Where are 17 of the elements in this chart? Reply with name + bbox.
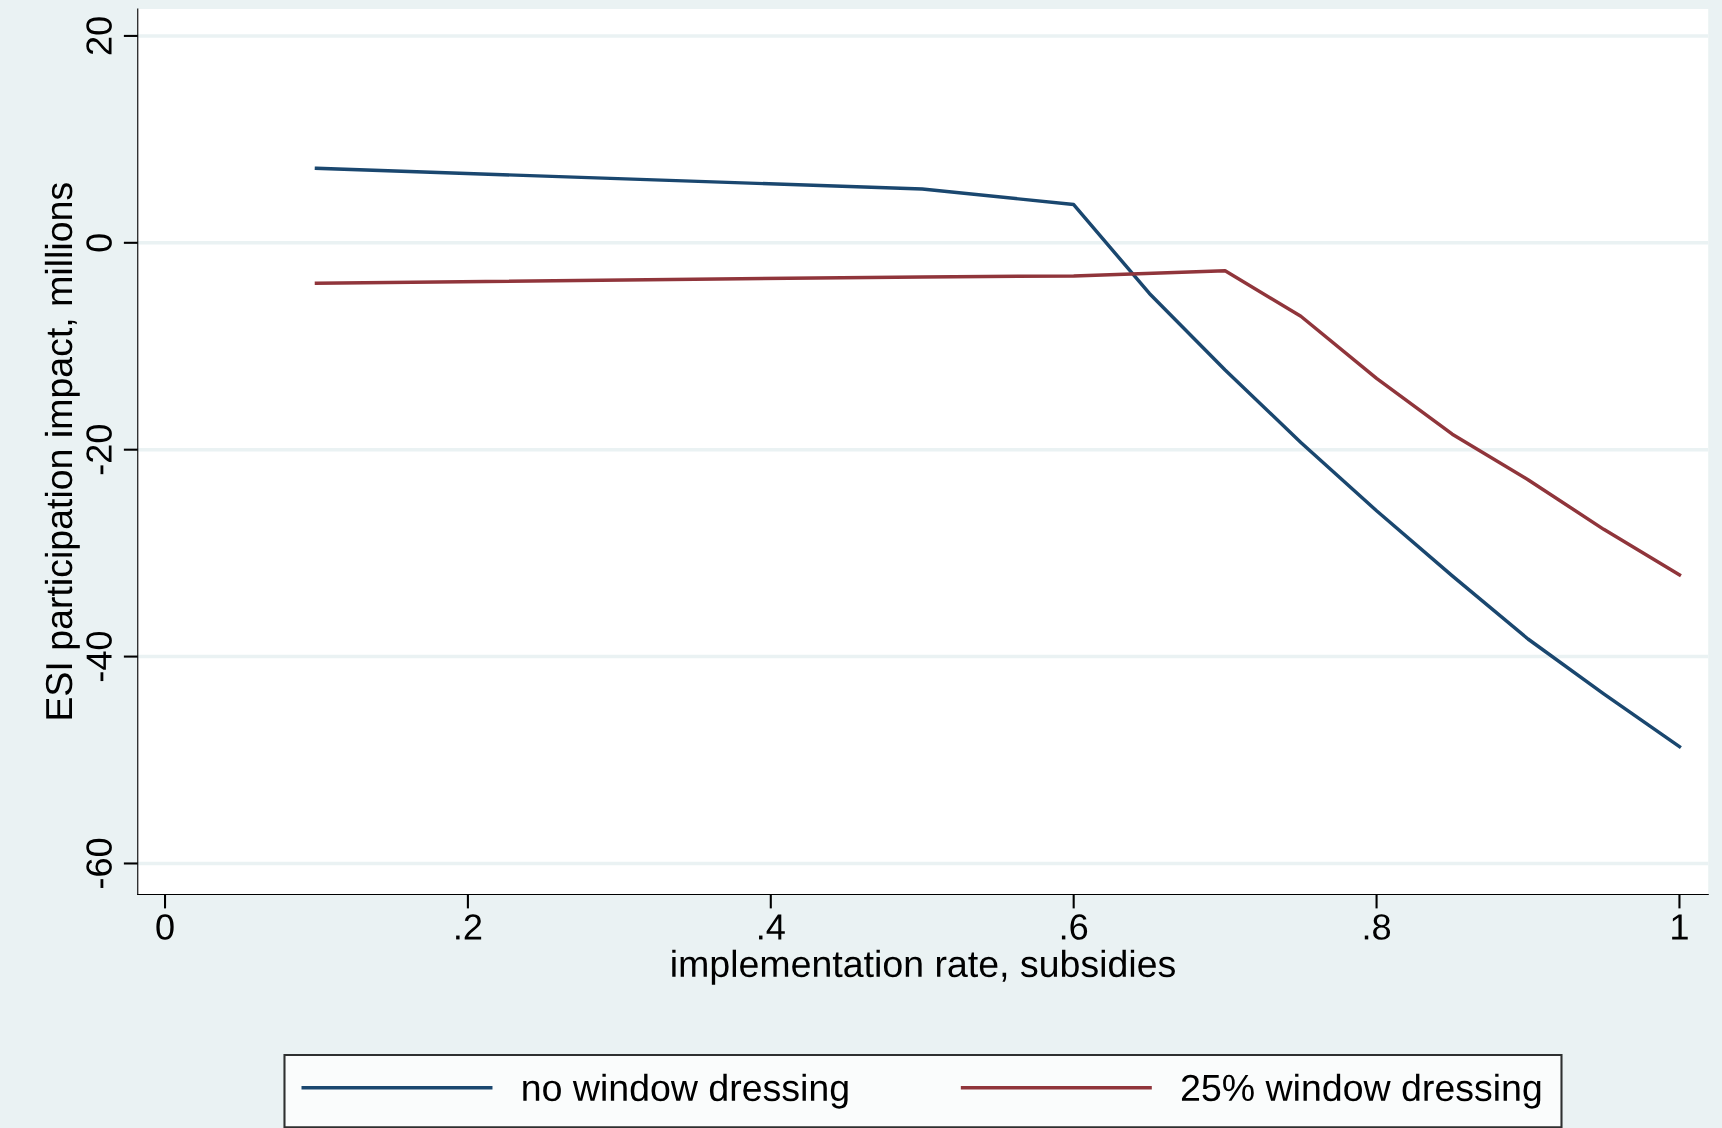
legend-label: no window dressing — [523, 1073, 848, 1109]
line-series — [314, 166, 1682, 749]
x-tick-label: .2 — [456, 914, 482, 940]
y-tick-label: 20 — [86, 17, 112, 55]
x-tick-label: 1 — [1672, 914, 1688, 940]
x-tick-label: .8 — [1364, 914, 1391, 940]
y-tick-label: -40 — [86, 631, 112, 682]
x-axis-title: implementation rate, subsidies — [672, 949, 1175, 985]
y-axis-title: ESI participation impact, millions — [44, 183, 80, 719]
y-tick-label: -20 — [86, 425, 112, 475]
x-tick-label: .6 — [1061, 914, 1088, 940]
x-tick-label: .4 — [759, 914, 785, 940]
legend-label: 25% window dressing — [1181, 1073, 1541, 1109]
y-tick-label: -60 — [86, 838, 112, 888]
y-tick-label: 0 — [86, 234, 112, 252]
x-tick-label: 0 — [156, 914, 174, 940]
line-series — [314, 269, 1682, 577]
